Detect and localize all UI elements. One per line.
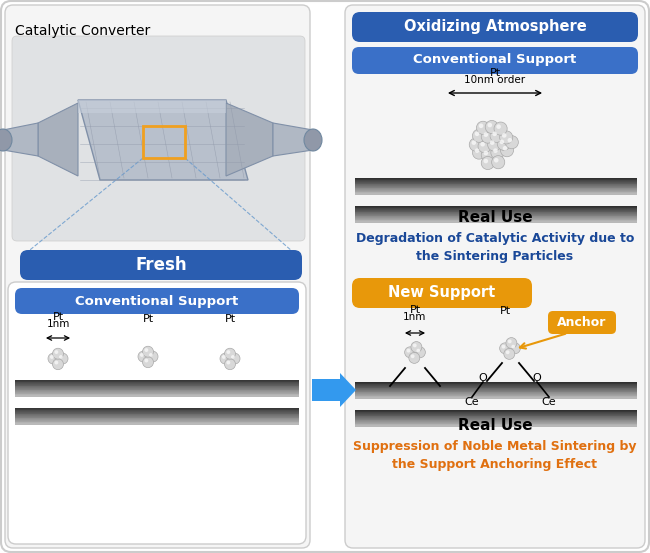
Text: Degradation of Catalytic Activity due to
the Sintering Particles: Degradation of Catalytic Activity due to… <box>356 232 634 263</box>
Bar <box>355 207 637 209</box>
Circle shape <box>138 351 149 362</box>
Bar <box>355 187 637 188</box>
Polygon shape <box>78 100 248 180</box>
Bar <box>15 412 299 413</box>
Bar <box>355 207 637 208</box>
Circle shape <box>505 135 518 149</box>
Bar <box>15 390 299 391</box>
Bar <box>355 181 637 182</box>
Bar <box>15 380 299 382</box>
Bar <box>355 411 637 413</box>
Bar <box>355 397 637 399</box>
Bar <box>15 393 299 394</box>
Bar <box>15 383 299 384</box>
Bar <box>355 220 637 221</box>
Bar <box>15 381 299 382</box>
Bar <box>355 178 637 179</box>
Bar <box>355 206 637 207</box>
Bar <box>355 180 637 181</box>
Circle shape <box>220 353 231 364</box>
Bar <box>15 395 299 397</box>
Bar <box>15 388 299 389</box>
Bar <box>355 191 637 192</box>
Text: Fresh: Fresh <box>135 256 187 274</box>
Circle shape <box>476 121 489 134</box>
Text: O: O <box>478 373 488 383</box>
Text: Real Use: Real Use <box>458 210 532 225</box>
Bar <box>355 413 637 415</box>
Circle shape <box>493 148 498 153</box>
Bar <box>15 409 299 410</box>
Circle shape <box>473 146 486 159</box>
Circle shape <box>55 350 58 354</box>
Text: Pt: Pt <box>142 314 153 324</box>
Bar <box>15 419 299 420</box>
Bar <box>15 391 299 393</box>
Text: Pt: Pt <box>53 312 64 322</box>
Text: Pt: Pt <box>499 306 510 316</box>
Circle shape <box>55 361 58 364</box>
Circle shape <box>144 359 148 362</box>
Bar <box>355 187 637 189</box>
Circle shape <box>480 142 485 147</box>
Circle shape <box>481 130 495 143</box>
Bar <box>355 392 637 393</box>
Circle shape <box>502 133 506 138</box>
Bar <box>355 388 637 390</box>
Text: Oxidizing Atmosphere: Oxidizing Atmosphere <box>404 19 586 34</box>
Circle shape <box>417 349 420 353</box>
Circle shape <box>226 350 230 354</box>
Text: Conventional Support: Conventional Support <box>75 295 239 307</box>
Bar <box>15 408 299 409</box>
Bar <box>355 214 637 215</box>
Circle shape <box>500 144 514 156</box>
Polygon shape <box>38 103 78 176</box>
Circle shape <box>471 140 476 145</box>
Bar <box>355 413 637 414</box>
Circle shape <box>502 345 505 348</box>
FancyBboxPatch shape <box>345 5 645 548</box>
Text: Catalytic Converter: Catalytic Converter <box>15 24 150 38</box>
Text: 10nm order: 10nm order <box>465 75 526 85</box>
Polygon shape <box>273 123 313 156</box>
Circle shape <box>144 348 148 352</box>
Text: 1nm: 1nm <box>46 319 70 329</box>
Bar <box>143 126 185 158</box>
Text: 1nm: 1nm <box>403 312 426 322</box>
Circle shape <box>469 138 482 151</box>
Circle shape <box>502 146 508 150</box>
Ellipse shape <box>304 129 322 151</box>
Circle shape <box>506 351 510 354</box>
Bar <box>355 216 637 218</box>
FancyBboxPatch shape <box>15 288 299 314</box>
Bar <box>355 415 637 416</box>
Bar <box>355 421 637 422</box>
Bar <box>355 387 637 388</box>
Bar <box>15 423 299 425</box>
Bar <box>15 390 299 392</box>
Ellipse shape <box>0 129 12 151</box>
Bar <box>355 414 637 415</box>
Text: Suppression of Noble Metal Sintering by
the Support Anchoring Effect: Suppression of Noble Metal Sintering by … <box>353 440 637 471</box>
Bar <box>355 180 637 182</box>
FancyBboxPatch shape <box>20 250 302 280</box>
Bar <box>355 184 637 186</box>
Bar <box>355 212 637 213</box>
Circle shape <box>140 353 144 357</box>
Bar <box>355 410 637 411</box>
Bar <box>355 423 637 424</box>
Circle shape <box>53 348 64 359</box>
Bar <box>15 417 299 418</box>
Bar <box>355 416 637 417</box>
Text: Pt: Pt <box>224 314 235 324</box>
Circle shape <box>224 359 235 369</box>
Bar <box>15 385 299 386</box>
Circle shape <box>411 354 415 358</box>
Circle shape <box>506 337 517 348</box>
Bar <box>355 185 637 186</box>
Bar <box>15 384 299 385</box>
Circle shape <box>406 349 410 353</box>
Circle shape <box>57 353 68 364</box>
FancyBboxPatch shape <box>5 5 310 548</box>
